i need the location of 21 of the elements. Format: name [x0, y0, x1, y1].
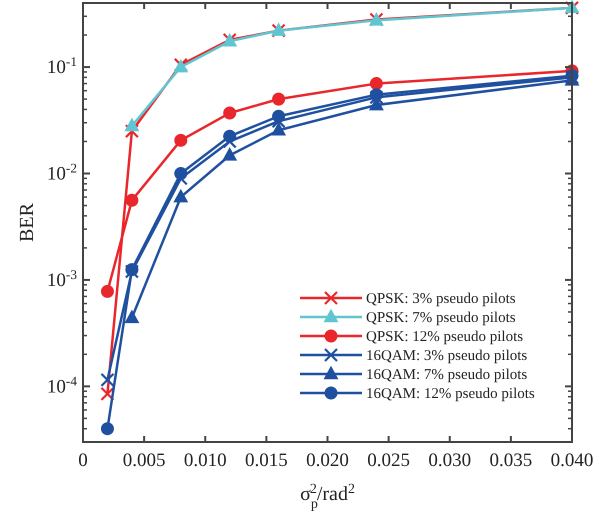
x-tick-label: 0.040 — [550, 450, 594, 471]
x-tick-label: 0.005 — [122, 450, 166, 471]
legend-label: 16QAM: 12% pseudo pilots — [366, 386, 535, 402]
legend-label: QPSK: 7% pseudo pilots — [366, 310, 516, 326]
x-tick-label: 0.010 — [184, 450, 227, 471]
x-tick-label: 0.020 — [306, 450, 349, 471]
x-tick-label: 0 — [78, 450, 88, 471]
x-tick-label: 0.030 — [428, 450, 472, 471]
y-axis-title: BER — [16, 202, 38, 242]
y-tick-label: 10$^{-2}$ — [46, 160, 77, 184]
legend-label: QPSK: 12% pseudo pilots — [366, 329, 524, 345]
x-tick-label: 0.035 — [490, 450, 532, 471]
legend-label: 16QAM: 7% pseudo pilots — [366, 367, 528, 383]
legend-label: QPSK: 3% pseudo pilots — [366, 291, 516, 307]
legend-label: 16QAM: 3% pseudo pilots — [366, 348, 528, 364]
y-tick-label: 10$^{-1}$ — [46, 54, 77, 78]
x-tick-label: 0.015 — [245, 450, 288, 471]
y-tick-label: 10$^{-4}$ — [46, 372, 78, 398]
y-tick-label: 10$^{-3}$ — [46, 266, 78, 291]
x-axis-title: σ$_{p}$$^{2}$/rad$^{2}$ — [300, 482, 355, 512]
x-tick-label: 0.025 — [367, 450, 410, 471]
